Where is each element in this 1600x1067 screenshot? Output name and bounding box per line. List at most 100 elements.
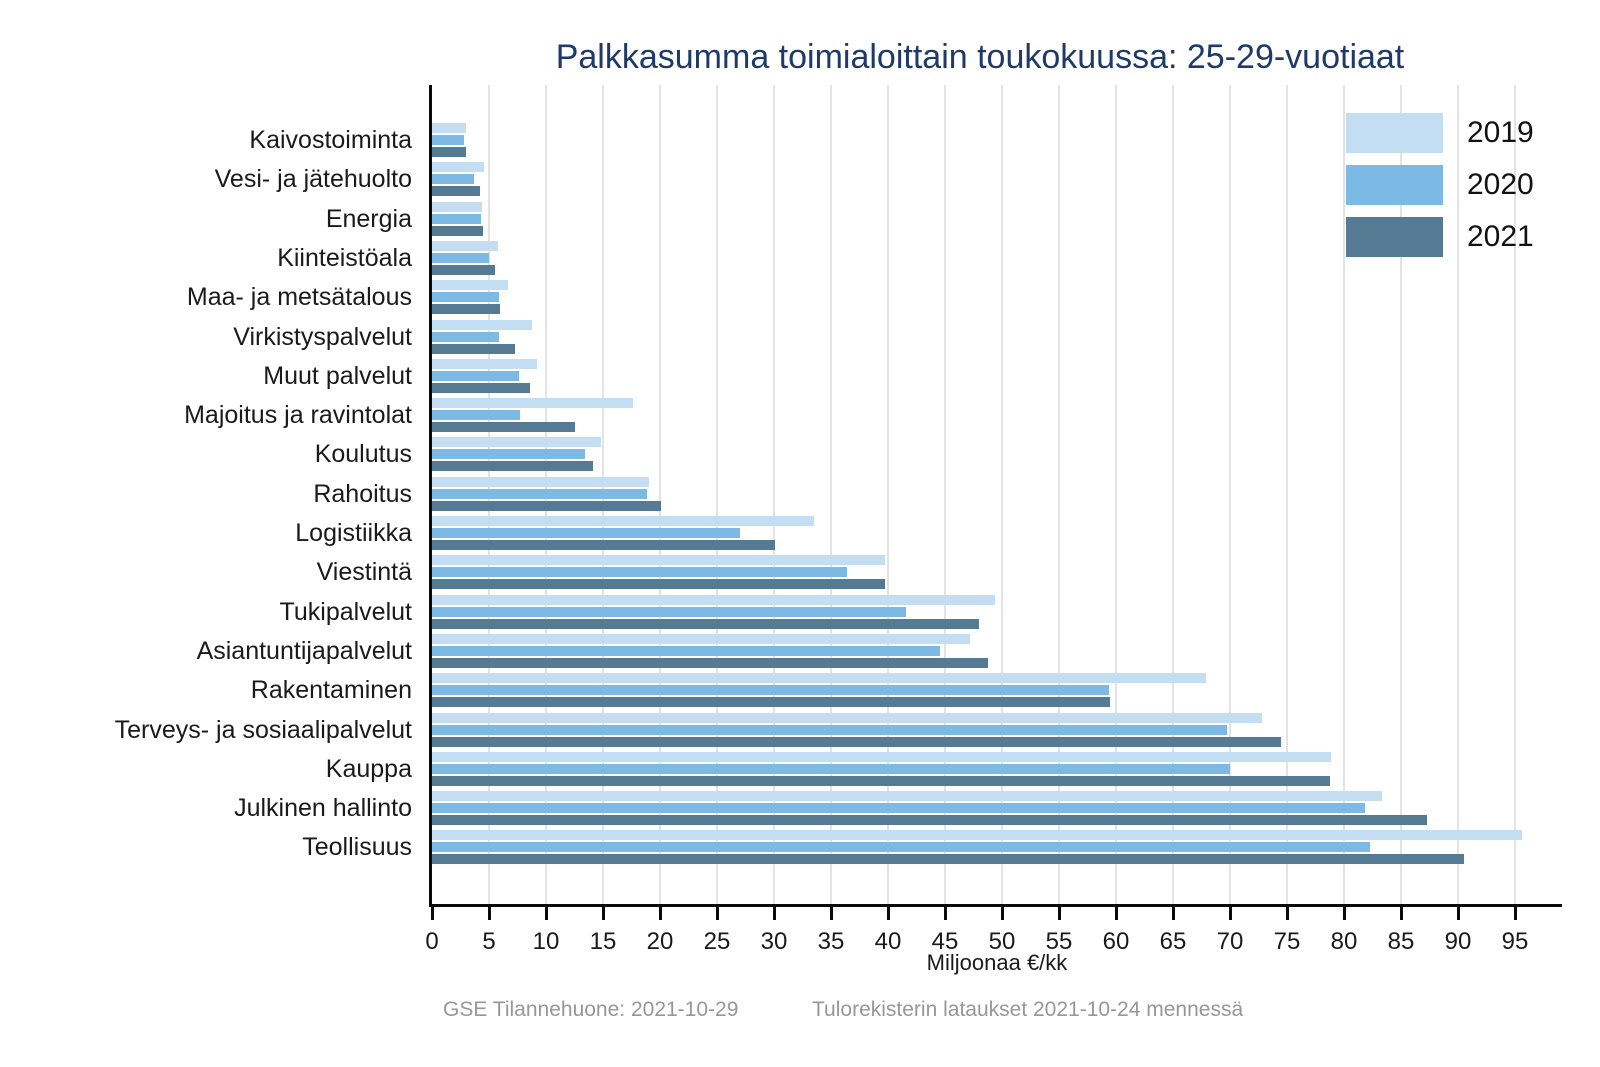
- chart-title: Palkkasumma toimialoittain toukokuussa: …: [555, 38, 1405, 76]
- gridline: [1457, 85, 1459, 904]
- bar-2019: [432, 555, 885, 565]
- x-axis-tick-label: 90: [1444, 928, 1472, 955]
- bar-2020: [432, 725, 1227, 735]
- gridline: [887, 85, 889, 904]
- bar-2021: [432, 383, 530, 393]
- x-axis-tick-label: 20: [646, 928, 674, 955]
- footer-source-left: GSE Tilannehuone: 2021-10-29: [443, 998, 739, 1021]
- gridline: [1286, 85, 1288, 904]
- category-label: Kaivostoiminta: [249, 126, 412, 154]
- legend-swatch-2021: [1346, 217, 1443, 257]
- bar-2021: [432, 815, 1427, 825]
- gridline: [1058, 85, 1060, 904]
- x-axis-tick: [1228, 907, 1232, 920]
- x-axis-tick: [1399, 907, 1403, 920]
- gridline: [1343, 85, 1345, 904]
- category-label: Tukipalvelut: [279, 598, 412, 626]
- bar-2020: [432, 292, 499, 302]
- legend-swatch-2020: [1346, 165, 1443, 205]
- x-axis-tick-label: 50: [988, 928, 1016, 955]
- bar-2020: [432, 332, 499, 342]
- x-axis-tick: [715, 907, 719, 920]
- category-label: Terveys- ja sosiaalipalvelut: [114, 716, 412, 744]
- bar-2019: [432, 791, 1382, 801]
- bar-2020: [432, 214, 481, 224]
- gridline: [1001, 85, 1003, 904]
- x-axis-tick-label: 15: [589, 928, 617, 955]
- bar-2019: [432, 673, 1206, 683]
- bar-2020: [432, 253, 489, 263]
- x-axis-tick-label: 35: [817, 928, 845, 955]
- footer-source-right: Tulorekisterin lataukset 2021-10-24 menn…: [812, 998, 1244, 1021]
- bar-2020: [432, 410, 520, 420]
- bar-2020: [432, 135, 464, 145]
- x-axis-tick: [886, 907, 890, 920]
- x-axis-tick: [943, 907, 947, 920]
- bar-2019: [432, 398, 633, 408]
- x-axis-tick-label: 60: [1102, 928, 1130, 955]
- bar-2020: [432, 842, 1370, 852]
- legend-label-2019: 2019: [1467, 116, 1534, 149]
- bar-2019: [432, 241, 498, 251]
- category-label: Muut palvelut: [263, 362, 412, 390]
- bar-2020: [432, 371, 519, 381]
- bar-2019: [432, 595, 995, 605]
- gridline: [716, 85, 718, 904]
- bar-2019: [432, 359, 537, 369]
- bar-2019: [432, 123, 466, 133]
- category-label: Rakentaminen: [250, 676, 412, 704]
- x-axis-line: [429, 904, 1562, 907]
- category-label: Koulutus: [314, 440, 412, 468]
- y-axis-line: [429, 85, 432, 907]
- legend-label-2021: 2021: [1467, 220, 1534, 253]
- x-axis-tick-label: 40: [874, 928, 902, 955]
- category-label: Virkistyspalvelut: [233, 323, 412, 351]
- gridline: [1400, 85, 1402, 904]
- bar-2021: [432, 186, 480, 196]
- bar-2019: [432, 320, 532, 330]
- bar-2020: [432, 646, 940, 656]
- bar-2021: [432, 776, 1330, 786]
- bar-2021: [432, 619, 979, 629]
- category-label: Kiinteistöala: [277, 244, 412, 272]
- category-label: Viestintä: [316, 558, 412, 586]
- x-axis-tick-label: 5: [482, 928, 496, 955]
- category-label: Asiantuntijapalvelut: [196, 637, 412, 665]
- category-label: Logistiikka: [295, 519, 412, 547]
- bar-2019: [432, 280, 508, 290]
- x-axis-tick: [1114, 907, 1118, 920]
- bar-2019: [432, 752, 1331, 762]
- category-label: Majoitus ja ravintolat: [184, 401, 412, 429]
- x-axis-tick: [1057, 907, 1061, 920]
- legend-label-2020: 2020: [1467, 168, 1534, 201]
- category-label: Rahoitus: [313, 480, 412, 508]
- gridline: [944, 85, 946, 904]
- bar-2020: [432, 803, 1365, 813]
- bar-2020: [432, 489, 647, 499]
- gridline: [659, 85, 661, 904]
- bar-2020: [432, 764, 1230, 774]
- x-axis-tick-label: 75: [1273, 928, 1301, 955]
- bar-2020: [432, 567, 847, 577]
- bar-2021: [432, 147, 466, 157]
- category-label: Kauppa: [325, 755, 412, 783]
- x-axis-title: Miljoonaa €/kk: [926, 950, 1068, 975]
- bar-2021: [432, 737, 1281, 747]
- bar-2020: [432, 528, 740, 538]
- x-axis-tick: [1456, 907, 1460, 920]
- x-axis-tick: [772, 907, 776, 920]
- category-label: Teollisuus: [302, 833, 412, 861]
- x-axis-tick-label: 10: [532, 928, 560, 955]
- category-label: Vesi- ja jätehuolto: [214, 165, 412, 193]
- category-label: Julkinen hallinto: [234, 794, 412, 822]
- bar-2019: [432, 830, 1522, 840]
- bar-2020: [432, 174, 474, 184]
- gridline: [773, 85, 775, 904]
- bar-2020: [432, 607, 906, 617]
- bar-2019: [432, 437, 601, 447]
- bar-2019: [432, 202, 482, 212]
- bar-2021: [432, 265, 495, 275]
- bar-2021: [432, 304, 500, 314]
- x-axis-tick: [1513, 907, 1517, 920]
